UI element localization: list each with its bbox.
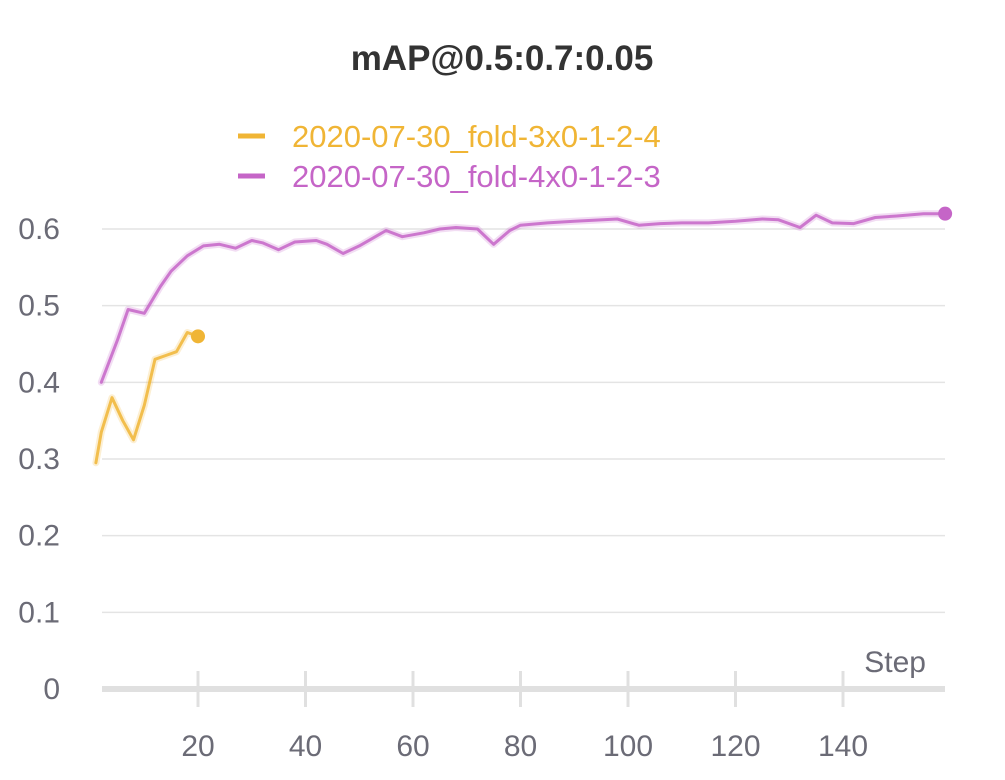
- series-line-halo: [97, 210, 949, 386]
- y-tick-label: 0.2: [18, 520, 60, 553]
- x-tick-label: 120: [710, 730, 760, 763]
- x-tick-label: 40: [289, 730, 322, 763]
- legend: 2020-07-30_fold-3x0-1-2-4 2020-07-30_fold…: [238, 119, 661, 194]
- x-tick-label: 100: [603, 730, 653, 763]
- y-tick-label: 0: [43, 673, 60, 706]
- series-end-point: [938, 206, 953, 221]
- y-tick-label: 0.1: [18, 596, 60, 629]
- y-tick-label: 0.5: [18, 290, 60, 323]
- plot-area: [92, 206, 953, 467]
- grid: [102, 228, 945, 614]
- y-tick-label: 0.4: [18, 366, 60, 399]
- y-tick-label: 0.6: [18, 213, 60, 246]
- y-axis: 0 0.1 0.2 0.3 0.4 0.5 0.6: [18, 213, 60, 706]
- x-tick-label: 20: [181, 730, 214, 763]
- x-tick-label: 80: [504, 730, 537, 763]
- x-axis-label: Step: [864, 646, 926, 679]
- x-tick-label: 140: [818, 730, 868, 763]
- legend-label: 2020-07-30_fold-3x0-1-2-4: [292, 119, 661, 154]
- chart-title: mAP@0.5:0.7:0.05: [351, 39, 654, 78]
- x-tick-label: 60: [396, 730, 429, 763]
- series-line: [94, 331, 200, 465]
- x-axis: 20 40 60 80 100 120 140: [102, 671, 945, 763]
- legend-label: 2020-07-30_fold-4x0-1-2-3: [292, 159, 661, 194]
- y-tick-label: 0.3: [18, 443, 60, 476]
- series-line: [99, 212, 947, 384]
- series-end-point: [191, 329, 205, 344]
